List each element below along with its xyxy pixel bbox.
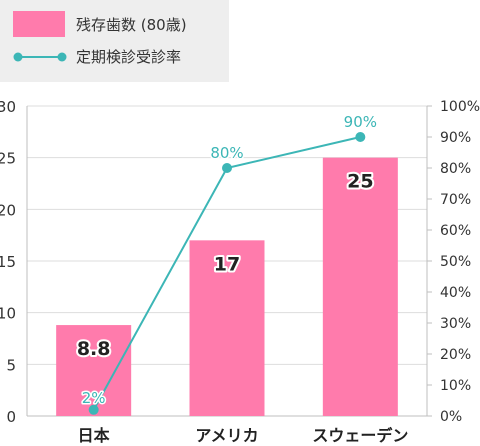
y-left-tick-label: 15 <box>0 253 16 271</box>
bar-value-label: 17 <box>214 253 240 275</box>
x-tick-label: 日本 <box>78 426 110 445</box>
y-left-tick-label: 20 <box>0 201 16 219</box>
bar-value-label: 25 <box>347 171 373 193</box>
y-right-tick-label: 50% <box>440 254 471 270</box>
line-point-0 <box>88 404 99 415</box>
line-value-label: 90% <box>344 113 377 131</box>
y-left-tick-label: 0 <box>6 408 16 426</box>
y-left-tick-label: 30 <box>0 98 16 116</box>
y-right-tick-label: 100% <box>440 99 480 115</box>
x-tick-label: アメリカ <box>195 426 258 445</box>
y-right-tick-label: 20% <box>440 347 471 363</box>
y-right-tick-label: 10% <box>440 378 471 394</box>
y-right-tick-label: 90% <box>440 130 471 146</box>
legend-swatch-bar <box>13 11 65 37</box>
y-left-tick-label: 25 <box>0 150 16 168</box>
y-right-tick-label: 80% <box>440 161 471 177</box>
y-right-tick-label: 60% <box>440 223 471 239</box>
y-right-tick-label: 40% <box>440 285 471 301</box>
line-value-label: 2% <box>82 389 106 407</box>
bar-1 <box>189 240 265 416</box>
line-value-label: 80% <box>210 144 243 162</box>
y-right-tick-label: 0% <box>440 409 462 425</box>
y-right-tick-label: 30% <box>440 316 471 332</box>
legend-marker-right <box>57 52 67 62</box>
bar-value-label: 8.8 <box>77 338 111 360</box>
y-right-tick-label: 70% <box>440 192 471 208</box>
line-point-1 <box>222 163 232 173</box>
legend-label-bar: 残存歯数 (80歳) <box>76 16 187 34</box>
y-left-tick-label: 5 <box>6 356 16 374</box>
bar-2 <box>322 157 398 416</box>
x-tick-label: スウェーデン <box>312 426 408 445</box>
line-point-2 <box>355 132 366 142</box>
legend-label-line: 定期検診受診率 <box>76 48 181 66</box>
legend-marker-left <box>13 52 23 62</box>
bar-0 <box>56 325 132 416</box>
y-left-tick-label: 10 <box>0 305 16 323</box>
